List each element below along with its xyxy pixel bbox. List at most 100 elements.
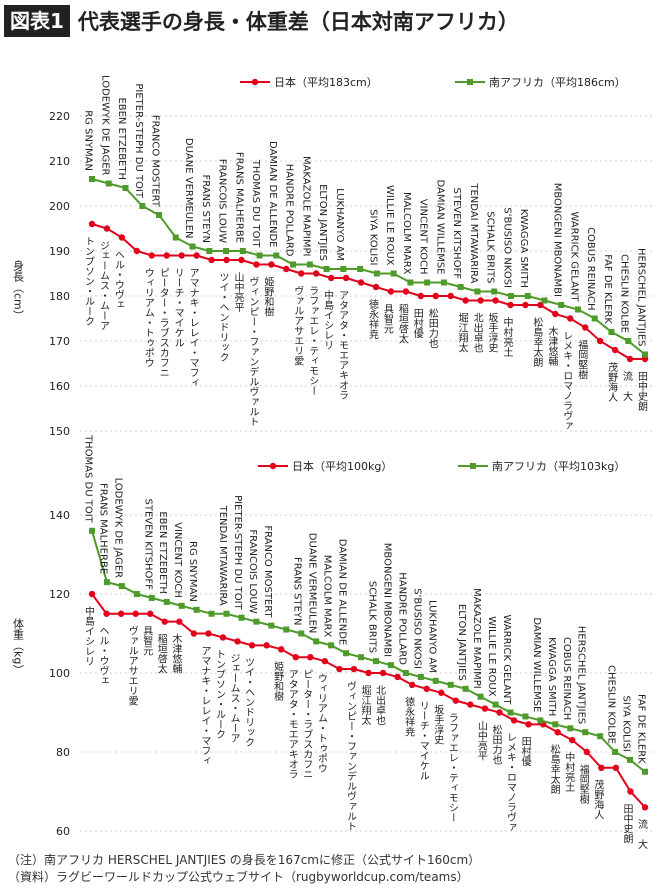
sa-player-label: VINCENT KOCH xyxy=(418,199,429,275)
data-point xyxy=(552,721,559,728)
data-point xyxy=(342,274,350,282)
data-point xyxy=(372,658,379,665)
japan-player-label: 福岡堅樹 xyxy=(576,338,588,380)
y-tick-label: 220 xyxy=(49,110,70,123)
data-point xyxy=(611,346,619,354)
japan-player-label: 姫野和樹 xyxy=(262,275,274,317)
data-point xyxy=(176,618,183,625)
data-point xyxy=(574,306,581,313)
japan-player-label: 田中史朗 xyxy=(636,371,648,412)
japan-player-label: ラファエレ・ティモシー xyxy=(446,713,458,823)
sa-player-label: MBONGENI MBONAMBI xyxy=(381,543,392,657)
sa-player-label: ELTON JANTJIES xyxy=(317,184,328,261)
data-point xyxy=(238,614,245,621)
data-point xyxy=(582,729,589,736)
data-point xyxy=(283,626,290,633)
japan-player-label: 北出卓也 xyxy=(471,312,483,352)
sa-player-label: RG SNYMAN xyxy=(187,541,198,602)
data-point xyxy=(172,234,179,241)
japan-player-label: 中島イシレリ xyxy=(322,289,334,350)
japan-player-label: 田村優 xyxy=(411,308,423,339)
data-point xyxy=(522,713,529,720)
data-point xyxy=(477,297,484,304)
data-point xyxy=(133,247,141,255)
data-point xyxy=(390,270,397,277)
sa-player-label: FRANCOIS LOUW xyxy=(247,529,258,613)
sa-player-label: FRANS MALHERBE xyxy=(97,483,108,574)
japan-player-label: ヘル・ウヴェ xyxy=(112,250,124,310)
japan-player-label: 流 大 xyxy=(621,370,633,402)
data-point xyxy=(256,252,263,259)
y-tick-label: 190 xyxy=(49,245,70,258)
data-point xyxy=(402,288,410,295)
data-point xyxy=(350,665,358,673)
y-tick-label: 160 xyxy=(49,380,70,393)
footnote-source: （資料）ラグビーワールドカップ公式ウェブサイト（rugbyworldcup.co… xyxy=(8,870,469,884)
data-point xyxy=(387,288,395,295)
data-point xyxy=(432,677,439,684)
data-point xyxy=(268,261,275,268)
data-point xyxy=(132,610,139,617)
data-point xyxy=(612,764,620,771)
japan-player-label: レメキ・ロマノラヴァ xyxy=(561,331,572,431)
data-point xyxy=(208,610,215,617)
data-point xyxy=(105,180,112,187)
sa-player-label: LUKHANYO AM xyxy=(334,188,345,261)
data-point xyxy=(582,324,589,331)
data-point xyxy=(193,252,200,259)
data-point xyxy=(122,185,129,191)
data-point xyxy=(387,662,394,669)
sa-player-label: DAMIAN WILLEMSE xyxy=(531,617,542,712)
data-point xyxy=(223,248,230,254)
data-point xyxy=(161,618,168,625)
y-tick-label: 60 xyxy=(56,825,70,838)
data-point xyxy=(147,610,154,617)
sa-player-label: FRANS MALHERBE xyxy=(233,152,244,243)
japan-player-label: ジェームス・ムーア xyxy=(97,241,109,331)
japan-player-label: ウィリアム・トゥポウ xyxy=(315,673,327,773)
data-point xyxy=(492,297,499,304)
sa-player-label: FRANCO MOSTERT xyxy=(150,115,161,208)
legend-label: 日本（平均183cm） xyxy=(274,75,378,89)
sa-player-label: WARRICK GELANT xyxy=(568,211,579,302)
data-point xyxy=(253,618,260,625)
data-point xyxy=(358,654,365,661)
y-tick-label: 200 xyxy=(49,200,70,213)
data-point xyxy=(239,248,246,254)
data-point xyxy=(567,725,574,732)
data-point xyxy=(89,527,95,534)
sa-player-label: FRANCOIS LOUW xyxy=(217,159,228,243)
data-point xyxy=(496,709,503,716)
sa-player-label: MALCOLM MARX xyxy=(401,192,412,275)
japan-player-label: 坂手淳史 xyxy=(486,312,498,353)
data-point xyxy=(567,315,574,322)
japan-player-label: 徳永祥尭 xyxy=(403,696,415,738)
legend-label: 日本（平均100kg） xyxy=(292,459,392,473)
japan-player-label: アマナキ・レレイ・マフィ xyxy=(187,268,199,388)
japan-player-label: ピーター・ラブスカフニ xyxy=(301,669,313,779)
sa-player-label: STEVEN KITSHOFF xyxy=(142,498,153,590)
legend-swatch-marker xyxy=(251,78,259,86)
data-point xyxy=(596,337,604,345)
y-axis-label: 体重（kg） xyxy=(12,617,25,676)
data-point xyxy=(103,610,110,617)
sa-player-label: THOMAS DU TOIT xyxy=(250,159,261,249)
data-point xyxy=(306,261,313,268)
data-point xyxy=(89,176,95,182)
japan-player-label: アタアタ・モエアキオラ xyxy=(286,669,298,779)
japan-player-label: ヴィンピー・ファンデルヴァルト xyxy=(344,680,356,831)
sa-player-label: TENDAI MTAWARIRA xyxy=(217,505,228,606)
data-point xyxy=(156,212,163,218)
data-point xyxy=(591,315,598,322)
data-point xyxy=(554,729,561,736)
sa-player-label: FAF DE KLERK xyxy=(602,254,613,324)
sa-player-label: COBUS REINACH xyxy=(561,637,572,720)
data-point xyxy=(394,673,401,681)
data-point xyxy=(626,355,634,363)
y-tick-label: 170 xyxy=(49,335,70,348)
japan-player-label: アタアタ・モエアキオラ xyxy=(337,290,349,400)
data-point xyxy=(88,590,96,598)
data-point xyxy=(492,701,499,708)
sa-player-label: WILLIE LE ROUX xyxy=(486,616,497,697)
